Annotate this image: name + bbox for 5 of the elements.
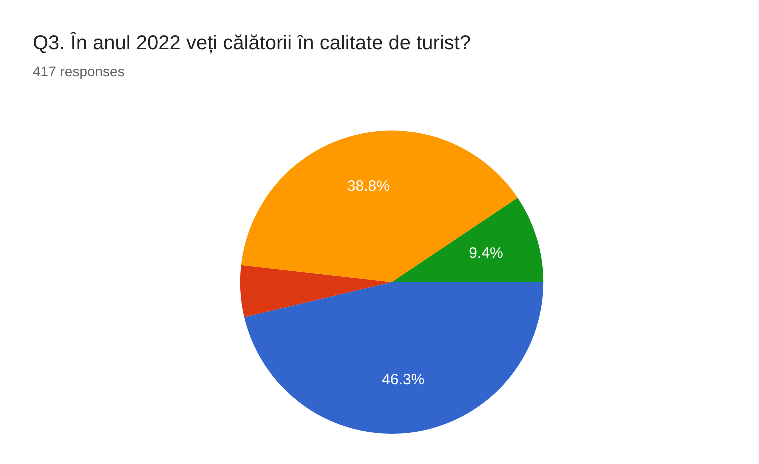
data-label: 9.4% — [469, 244, 504, 262]
data-label: 38.8% — [347, 178, 390, 195]
chart-title: Q3. În anul 2022 veți călătorii în calitate de turist? — [33, 32, 472, 55]
text: 417 responses — [33, 63, 125, 80]
data-label: 46.3% — [382, 371, 425, 388]
